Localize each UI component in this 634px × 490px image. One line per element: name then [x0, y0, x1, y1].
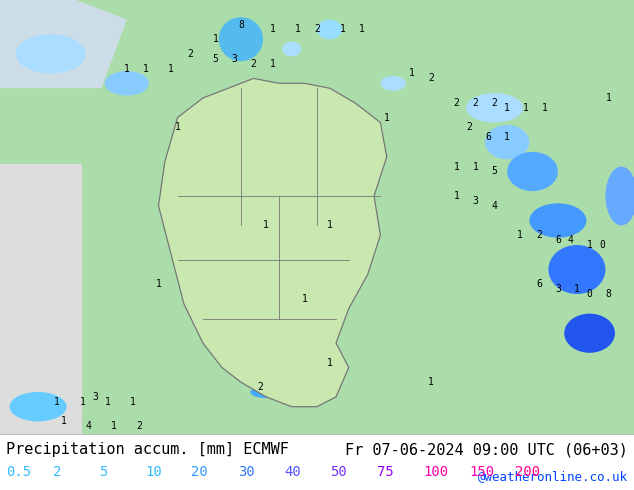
Text: 20: 20	[191, 465, 208, 479]
Text: 5: 5	[99, 465, 107, 479]
Ellipse shape	[605, 167, 634, 225]
Text: 30: 30	[238, 465, 254, 479]
Text: 3: 3	[231, 54, 238, 64]
Text: 1: 1	[504, 103, 510, 113]
Text: 5: 5	[212, 54, 219, 64]
Text: 150: 150	[469, 465, 495, 479]
Text: 2: 2	[53, 465, 61, 479]
Bar	[0, 164, 82, 434]
Ellipse shape	[507, 152, 558, 191]
Text: 1: 1	[504, 132, 510, 142]
Ellipse shape	[10, 392, 67, 421]
Text: 6: 6	[555, 235, 561, 245]
Ellipse shape	[548, 245, 605, 294]
Text: 1: 1	[269, 24, 276, 34]
Text: 200: 200	[515, 465, 541, 479]
Text: 1: 1	[269, 59, 276, 69]
Text: 2: 2	[314, 24, 320, 34]
Text: 1: 1	[327, 358, 333, 368]
Text: 1: 1	[143, 64, 149, 74]
Text: 1: 1	[428, 377, 434, 387]
Text: 1: 1	[523, 103, 529, 113]
Text: 1: 1	[339, 24, 346, 34]
Text: 1: 1	[212, 34, 219, 44]
Text: 3: 3	[472, 196, 479, 206]
Text: 1: 1	[124, 64, 130, 74]
Text: 1: 1	[295, 24, 301, 34]
Text: 1: 1	[574, 284, 580, 294]
Text: 1: 1	[60, 416, 67, 426]
Text: 3: 3	[92, 392, 98, 402]
Text: 1: 1	[517, 230, 523, 240]
Text: 2: 2	[187, 49, 193, 59]
Ellipse shape	[250, 386, 282, 398]
Text: 1: 1	[263, 220, 269, 230]
Text: @weatheronline.co.uk: @weatheronline.co.uk	[477, 469, 628, 483]
Text: 1: 1	[472, 162, 479, 172]
Ellipse shape	[485, 125, 529, 159]
Text: 1: 1	[453, 162, 460, 172]
Ellipse shape	[529, 203, 586, 238]
Ellipse shape	[282, 42, 301, 56]
Text: 2: 2	[536, 230, 542, 240]
Text: 1: 1	[542, 103, 548, 113]
Text: 1: 1	[111, 421, 117, 431]
Text: 2: 2	[250, 59, 257, 69]
Text: 2: 2	[472, 98, 479, 108]
Text: 4: 4	[86, 421, 92, 431]
Text: Fr 07-06-2024 09:00 UTC (06+03): Fr 07-06-2024 09:00 UTC (06+03)	[345, 442, 628, 457]
Ellipse shape	[16, 34, 86, 74]
Text: 5: 5	[491, 167, 498, 176]
Text: 1: 1	[301, 294, 307, 304]
Polygon shape	[158, 78, 387, 407]
Ellipse shape	[317, 20, 342, 39]
Text: 1: 1	[130, 397, 136, 407]
Text: Precipitation accum. [mm] ECMWF: Precipitation accum. [mm] ECMWF	[6, 442, 289, 457]
Text: 2: 2	[453, 98, 460, 108]
Text: 8: 8	[605, 289, 612, 299]
Text: 0: 0	[599, 240, 605, 250]
Ellipse shape	[219, 17, 263, 61]
Ellipse shape	[105, 71, 149, 96]
Text: 1: 1	[155, 279, 162, 289]
Text: 2: 2	[257, 382, 263, 392]
Text: 50: 50	[330, 465, 347, 479]
Text: 1: 1	[105, 397, 111, 407]
Text: 100: 100	[423, 465, 448, 479]
Ellipse shape	[564, 314, 615, 353]
Text: 40: 40	[284, 465, 301, 479]
Text: 2: 2	[466, 122, 472, 132]
Text: 8: 8	[238, 20, 244, 29]
Text: 2: 2	[136, 421, 143, 431]
Text: 1: 1	[168, 64, 174, 74]
Text: 4: 4	[491, 201, 498, 211]
Polygon shape	[0, 0, 127, 88]
Ellipse shape	[380, 76, 406, 91]
Text: 1: 1	[586, 240, 593, 250]
Text: 1: 1	[79, 397, 86, 407]
Text: 1: 1	[54, 397, 60, 407]
Text: 1: 1	[605, 93, 612, 103]
Text: 1: 1	[358, 24, 365, 34]
Text: 1: 1	[174, 122, 181, 132]
Text: 75: 75	[377, 465, 393, 479]
Text: 6: 6	[536, 279, 542, 289]
Text: 1: 1	[453, 191, 460, 201]
Text: 0: 0	[586, 289, 593, 299]
Bar	[0, 434, 634, 490]
Text: 10: 10	[145, 465, 162, 479]
Text: 1: 1	[384, 113, 390, 122]
Text: 1: 1	[409, 69, 415, 78]
Bar	[0, 434, 634, 435]
Text: 6: 6	[485, 132, 491, 142]
Text: 2: 2	[428, 74, 434, 83]
Text: 0.5: 0.5	[6, 465, 32, 479]
Ellipse shape	[466, 93, 523, 122]
Text: 1: 1	[327, 220, 333, 230]
Text: 4: 4	[567, 235, 574, 245]
Text: 2: 2	[491, 98, 498, 108]
Text: 3: 3	[555, 284, 561, 294]
